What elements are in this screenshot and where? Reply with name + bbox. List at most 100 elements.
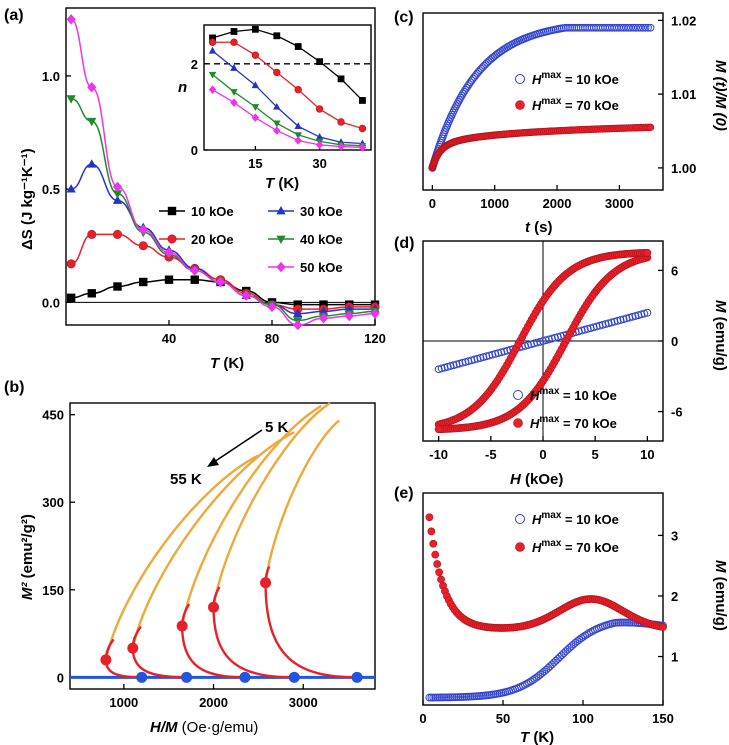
loop-10koe-point xyxy=(616,316,625,324)
inset-series-point-4 xyxy=(230,98,238,107)
series-point-2 xyxy=(293,308,303,318)
series-point-1 xyxy=(138,241,148,251)
inset-xtick-label: 15 xyxy=(248,156,262,171)
legend-d-10koe-label-sup: max xyxy=(539,386,559,397)
inset-series-point-2 xyxy=(273,102,281,110)
relax-10koe-point xyxy=(561,23,570,32)
legend-c-70koe-marker xyxy=(515,100,525,110)
panel-b-label: (b) xyxy=(4,379,24,396)
loop-10koe-point xyxy=(467,356,476,365)
inset-series-point-0 xyxy=(337,75,345,83)
legend-c-70koe-label-sup: max xyxy=(541,96,561,107)
loop-10koe-point xyxy=(586,324,595,332)
panel-d-xtick-label: 0 xyxy=(539,447,546,462)
inset-series-point-2 xyxy=(294,122,302,130)
relax-10koe-point xyxy=(631,23,640,32)
loop-70koe-upper-point xyxy=(643,248,652,257)
legend-label: 20 kOe xyxy=(191,232,234,247)
loop-10koe-point xyxy=(545,335,553,344)
mt-70koe-point xyxy=(659,623,667,631)
loop-10koe-point xyxy=(458,358,467,367)
series-point-0 xyxy=(139,277,148,287)
loop-10koe-point xyxy=(595,321,604,330)
panel-e-ytick-label: 2 xyxy=(671,589,678,604)
mt-10koe-point xyxy=(555,653,564,661)
series-point-4 xyxy=(66,14,76,25)
inset-ytick-label: 0 xyxy=(191,143,198,158)
inset-frame xyxy=(203,24,372,151)
legend-d-70koe-label-h: H xyxy=(530,416,540,431)
isotherm-orange-2 xyxy=(180,404,322,627)
inset-series-point-3 xyxy=(294,132,302,139)
inset-series-point-2 xyxy=(208,46,217,54)
mt-10koe-point xyxy=(557,651,566,659)
relax-10koe-point xyxy=(641,23,650,32)
legend-c-10koe-label: Hmax = 10 kOe xyxy=(532,70,619,87)
inset-series-point-4 xyxy=(273,126,281,135)
inset-series-point-1 xyxy=(315,105,324,113)
mt-10koe-point xyxy=(526,677,535,686)
loop-10koe-point xyxy=(452,360,461,369)
legend-c-70koe-label: Hmax = 70 kOe xyxy=(532,96,619,113)
panel-a: (a) 40 80 120 0.0 0.5 1.0 T (K) ΔS (J kg⁻¹K⁻¹… xyxy=(4,7,386,372)
loop-10koe-point xyxy=(598,320,607,329)
legend-c-10koe-marker xyxy=(515,74,525,84)
inset-series-point-4 xyxy=(315,140,324,150)
isotherm-point-2 xyxy=(176,620,188,632)
mt-10koe-point xyxy=(553,654,562,663)
inset-series-line-4 xyxy=(212,89,363,149)
inset-series-point-1 xyxy=(208,38,217,46)
inset-series-point-1 xyxy=(251,51,260,59)
inset-xlabel: T (K) xyxy=(265,175,299,192)
mt-70koe-point xyxy=(431,550,440,559)
inset-series-point-3 xyxy=(230,89,238,96)
series-point-4 xyxy=(344,310,354,322)
legend-label: 40 kOe xyxy=(300,232,343,247)
annotation-55k: 55 K xyxy=(170,471,202,488)
mt-10koe-point xyxy=(425,693,434,702)
inset-series-line-1 xyxy=(212,41,363,130)
panel-c-xlabel: t (s) xyxy=(525,219,553,236)
mt-10koe-point xyxy=(530,674,539,683)
mt-10koe-point xyxy=(431,693,440,702)
panel-c-label: (c) xyxy=(394,9,414,26)
legend-marker xyxy=(167,206,177,216)
loop-10koe-point xyxy=(503,346,512,355)
legend-e-70koe-label-rest: = 70 kOe xyxy=(561,540,618,555)
loop-10koe-point xyxy=(482,352,491,361)
series-point-4 xyxy=(138,224,148,236)
isotherm-red-4 xyxy=(264,582,358,679)
series-point-3 xyxy=(112,190,123,199)
relax-10koe-point xyxy=(459,89,467,98)
loop-10koe-point xyxy=(485,351,494,360)
loop-10koe-point xyxy=(628,312,637,321)
mt-10koe-point xyxy=(620,618,628,627)
loop-10koe-point xyxy=(491,350,500,358)
mt-70koe-point xyxy=(433,560,442,568)
panel-d-xtick-label: 10 xyxy=(640,447,654,462)
isotherm-point-4 xyxy=(260,577,272,589)
series-point-0 xyxy=(66,293,76,303)
panel-c: (c) 0 1000 2000 3000 1.00 1.01 1.02 t (s) M (t… xyxy=(394,9,729,236)
inset-series-point-1 xyxy=(273,68,281,77)
panel-b-xtick-label: 3000 xyxy=(289,695,318,710)
loop-10koe-point xyxy=(634,311,643,320)
panel-e-label: (e) xyxy=(394,485,414,502)
inset-series-point-4 xyxy=(251,113,260,122)
loop-10koe-point xyxy=(589,323,598,332)
inset-series-point-3 xyxy=(273,120,281,128)
mt-10koe-point xyxy=(575,635,584,644)
loop-10koe-point xyxy=(613,316,622,325)
panel-e: (e) 0 50 100 150 1 2 3 T (K) M (emu/g) Hmax = … xyxy=(394,485,729,745)
relax-10koe-point xyxy=(634,23,643,32)
series-point-0 xyxy=(293,300,302,309)
relax-10koe-point xyxy=(636,23,645,32)
loop-10koe-point xyxy=(625,313,634,322)
panel-c-frame xyxy=(422,12,664,191)
mt-70koe-point xyxy=(427,527,436,536)
series-point-0 xyxy=(113,282,122,291)
isotherm-red-3 xyxy=(212,607,295,679)
series-point-2 xyxy=(87,159,97,168)
series-point-1 xyxy=(87,229,97,239)
loop-10koe-point xyxy=(530,339,538,348)
